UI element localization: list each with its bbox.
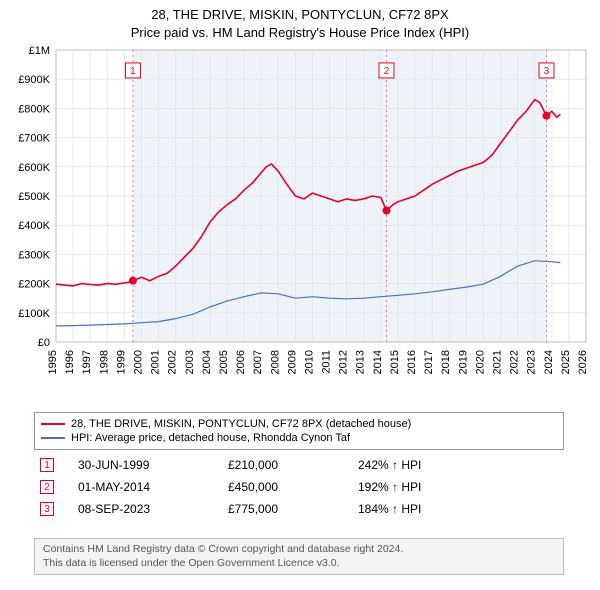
sales-row-3: 3 08-SEP-2023 £775,000 184% ↑ HPI (34, 498, 564, 520)
svg-text:2005: 2005 (218, 350, 230, 374)
figure-container: 28, THE DRIVE, MISKIN, PONTYCLUN, CF72 8… (0, 0, 600, 590)
svg-text:£0: £0 (38, 337, 50, 349)
sales-marker-2: 2 (40, 480, 54, 494)
attribution-line2: This data is licensed under the Open Gov… (43, 557, 555, 571)
svg-text:2025: 2025 (560, 350, 572, 374)
svg-text:2010: 2010 (303, 350, 315, 374)
svg-text:2009: 2009 (286, 350, 298, 374)
attribution-line1: Contains HM Land Registry data © Crown c… (43, 543, 555, 557)
sales-date-1: 30-JUN-1999 (60, 458, 228, 472)
svg-text:£900K: £900K (18, 74, 50, 86)
sales-marker-3: 3 (40, 502, 54, 516)
sales-row-2: 2 01-MAY-2014 £450,000 192% ↑ HPI (34, 476, 564, 498)
legend-item-subject: 28, THE DRIVE, MISKIN, PONTYCLUN, CF72 8… (41, 417, 557, 431)
sales-pct-1: 242% ↑ HPI (358, 458, 538, 472)
sales-price-2: £450,000 (228, 480, 358, 494)
svg-text:2019: 2019 (457, 350, 469, 374)
svg-text:2008: 2008 (269, 350, 281, 374)
svg-text:1996: 1996 (64, 350, 76, 374)
sales-table: 1 30-JUN-1999 £210,000 242% ↑ HPI 2 01-M… (34, 454, 564, 520)
attribution-box: Contains HM Land Registry data © Crown c… (34, 538, 564, 575)
svg-text:£400K: £400K (18, 220, 50, 232)
svg-text:2007: 2007 (252, 350, 264, 374)
svg-text:2020: 2020 (474, 350, 486, 374)
svg-text:2002: 2002 (167, 350, 179, 374)
svg-text:2018: 2018 (440, 350, 452, 374)
svg-text:1: 1 (130, 66, 136, 77)
svg-text:1995: 1995 (47, 350, 59, 374)
svg-text:£500K: £500K (18, 191, 50, 203)
sales-pct-2: 192% ↑ HPI (358, 480, 538, 494)
sales-date-3: 08-SEP-2023 (60, 502, 228, 516)
svg-text:£1M: £1M (29, 45, 50, 57)
svg-text:2021: 2021 (492, 350, 504, 374)
svg-text:2026: 2026 (577, 350, 589, 374)
svg-text:£200K: £200K (18, 279, 50, 291)
svg-text:2006: 2006 (235, 350, 247, 374)
svg-text:2024: 2024 (543, 350, 555, 374)
svg-text:2014: 2014 (372, 350, 384, 374)
svg-text:2011: 2011 (321, 350, 333, 374)
svg-text:2013: 2013 (355, 350, 367, 374)
svg-text:£700K: £700K (18, 133, 50, 145)
legend-label-hpi: HPI: Average price, detached house, Rhon… (71, 432, 350, 444)
chart-area: £0 £100K £200K £300K £400K £500K £600K £700K £80… (8, 44, 592, 404)
svg-text:2004: 2004 (201, 350, 213, 374)
sales-row-1: 1 30-JUN-1999 £210,000 242% ↑ HPI (34, 454, 564, 476)
svg-text:1998: 1998 (98, 350, 110, 374)
legend-label-subject: 28, THE DRIVE, MISKIN, PONTYCLUN, CF72 8… (71, 418, 411, 430)
chart-title-line1: 28, THE DRIVE, MISKIN, PONTYCLUN, CF72 8… (0, 0, 600, 24)
svg-text:£800K: £800K (18, 103, 50, 115)
svg-text:£100K: £100K (18, 308, 50, 320)
svg-text:2001: 2001 (150, 350, 162, 374)
svg-text:2000: 2000 (132, 350, 144, 374)
chart-svg: £0 £100K £200K £300K £400K £500K £600K £700K £80… (8, 44, 592, 404)
sales-price-3: £775,000 (228, 502, 358, 516)
svg-text:£600K: £600K (18, 162, 50, 174)
sales-date-2: 01-MAY-2014 (60, 480, 228, 494)
legend-swatch-subject (41, 423, 65, 425)
svg-text:2022: 2022 (509, 350, 521, 374)
svg-text:3: 3 (544, 66, 550, 77)
svg-text:1999: 1999 (115, 350, 127, 374)
sales-pct-3: 184% ↑ HPI (358, 502, 538, 516)
legend-box: 28, THE DRIVE, MISKIN, PONTYCLUN, CF72 8… (34, 412, 564, 450)
svg-text:2003: 2003 (184, 350, 196, 374)
sales-price-1: £210,000 (228, 458, 358, 472)
svg-text:2012: 2012 (338, 350, 350, 374)
svg-text:2016: 2016 (406, 350, 418, 374)
legend-item-hpi: HPI: Average price, detached house, Rhon… (41, 431, 557, 445)
svg-text:2023: 2023 (526, 350, 538, 374)
svg-text:1997: 1997 (81, 350, 93, 374)
svg-text:2017: 2017 (423, 350, 435, 374)
chart-title-line2: Price paid vs. HM Land Registry's House … (0, 24, 600, 42)
svg-text:£300K: £300K (18, 249, 50, 261)
legend-swatch-hpi (41, 437, 65, 439)
sales-marker-1: 1 (40, 458, 54, 472)
svg-text:2015: 2015 (389, 350, 401, 374)
svg-text:2: 2 (384, 66, 390, 77)
